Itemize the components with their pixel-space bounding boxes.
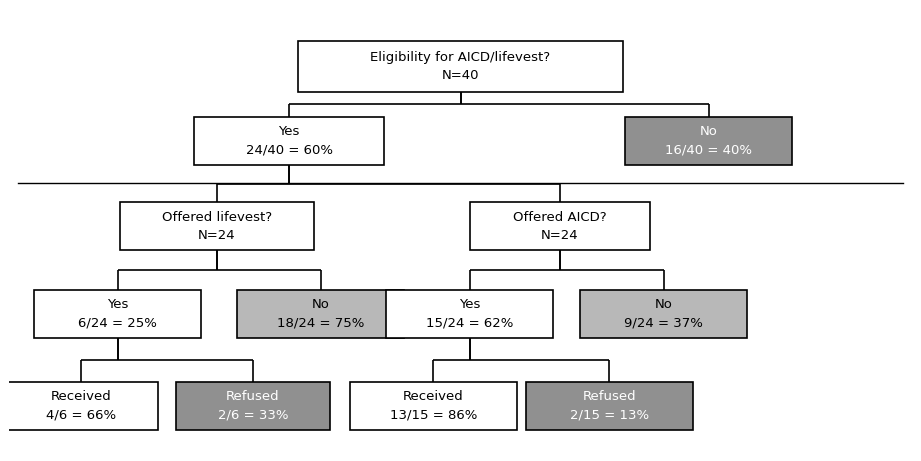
FancyBboxPatch shape <box>625 117 792 165</box>
FancyBboxPatch shape <box>526 382 693 430</box>
FancyBboxPatch shape <box>120 202 314 250</box>
Text: Offered AICD?
N=24: Offered AICD? N=24 <box>513 211 607 242</box>
Text: Offered lifevest?
N=24: Offered lifevest? N=24 <box>162 211 272 242</box>
FancyBboxPatch shape <box>34 290 201 338</box>
FancyBboxPatch shape <box>176 382 330 430</box>
Text: Eligibility for AICD/lifevest?
N=40: Eligibility for AICD/lifevest? N=40 <box>370 51 551 82</box>
FancyBboxPatch shape <box>386 290 553 338</box>
FancyBboxPatch shape <box>237 290 404 338</box>
Text: Received
13/15 = 86%: Received 13/15 = 86% <box>390 390 477 421</box>
FancyBboxPatch shape <box>298 41 623 92</box>
Text: Yes
15/24 = 62%: Yes 15/24 = 62% <box>426 298 513 329</box>
Text: Yes
6/24 = 25%: Yes 6/24 = 25% <box>78 298 157 329</box>
FancyBboxPatch shape <box>194 117 384 165</box>
FancyBboxPatch shape <box>5 382 158 430</box>
Text: No
16/40 = 40%: No 16/40 = 40% <box>665 125 752 156</box>
Text: No
9/24 = 37%: No 9/24 = 37% <box>624 298 703 329</box>
FancyBboxPatch shape <box>580 290 747 338</box>
Text: No
18/24 = 75%: No 18/24 = 75% <box>277 298 365 329</box>
Text: Received
4/6 = 66%: Received 4/6 = 66% <box>46 390 116 421</box>
Text: Refused
2/6 = 33%: Refused 2/6 = 33% <box>217 390 288 421</box>
Text: Refused
2/15 = 13%: Refused 2/15 = 13% <box>570 390 649 421</box>
FancyBboxPatch shape <box>350 382 517 430</box>
Text: Yes
24/40 = 60%: Yes 24/40 = 60% <box>246 125 332 156</box>
FancyBboxPatch shape <box>470 202 650 250</box>
